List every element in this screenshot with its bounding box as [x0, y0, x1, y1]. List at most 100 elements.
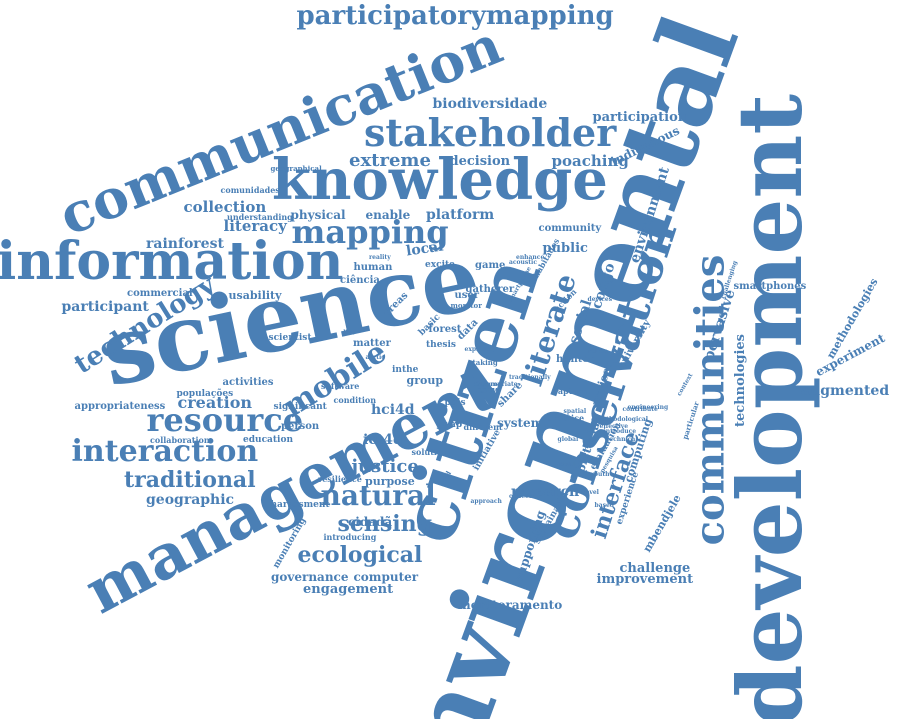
word-57: mbendjele [640, 491, 684, 555]
word-17: natural [320, 479, 436, 512]
word-149: based [594, 502, 614, 509]
word-7: information [0, 231, 344, 292]
word-65: cidadã [348, 515, 393, 529]
word-91: understanding [227, 212, 293, 222]
word-131: approach [470, 498, 502, 505]
word-93: geographical [270, 163, 322, 173]
word-101: cscw [476, 385, 500, 396]
word-54: computer [353, 570, 419, 584]
word-30: rainforest [146, 236, 224, 252]
word-15: interaction [71, 434, 259, 469]
word-117: enhance [516, 254, 545, 261]
word-106: capture [553, 386, 588, 396]
word-97: resilience [318, 474, 362, 484]
word-94: matter [353, 338, 391, 349]
word-14: resource [146, 401, 304, 439]
word-53: engagement [303, 581, 394, 597]
word-112: thesis [426, 339, 456, 350]
word-22: traditional [124, 467, 256, 493]
word-142: extrema [473, 381, 501, 388]
word-102: different [463, 422, 503, 432]
word-36: enable [365, 208, 411, 222]
word-6: knowledge [272, 147, 608, 213]
word-105: practice [547, 413, 585, 423]
word-98: solution [411, 447, 449, 457]
word-67: usability [228, 288, 282, 302]
word-148: novel [581, 489, 599, 496]
word-113: inthe [392, 364, 419, 375]
word-145: youth [590, 471, 610, 478]
word-121: methodological [596, 416, 649, 423]
word-123: explicitly [464, 346, 496, 353]
word-87: populações [176, 388, 234, 399]
word-79: forest [428, 324, 462, 335]
word-144: global [557, 436, 579, 443]
word-127: taking [472, 357, 498, 367]
word-55: governance [271, 570, 349, 584]
word-69: activities [222, 377, 274, 388]
word-44: research [511, 484, 580, 500]
word-143: spatial [563, 408, 587, 415]
word-108: gatherer [465, 284, 515, 295]
word-56: monitoramento [458, 598, 563, 612]
word-75: community [538, 223, 602, 234]
word-10: stakeholder [364, 110, 617, 155]
word-130: collect [509, 493, 532, 500]
word-82: harassment [270, 499, 330, 510]
word-28: collection [183, 197, 267, 216]
word-137: effective [599, 423, 629, 430]
word-135: introduce [603, 428, 637, 435]
word-29: literacy [223, 216, 287, 235]
word-18: ecological [297, 542, 423, 568]
word-99: gwap [436, 419, 463, 430]
word-100: pgis [444, 397, 466, 408]
word-20: justice [351, 456, 419, 477]
word-139: traditionally [509, 374, 551, 381]
word-34: platform [426, 207, 495, 223]
word-74: ciência [340, 275, 380, 286]
word-136: engineering [627, 404, 669, 411]
word-66: purpose [365, 474, 415, 488]
word-31: participant [61, 299, 149, 315]
word-45: technologies [732, 333, 748, 427]
word-90: scientist [268, 332, 312, 343]
word-140: acoustic [509, 259, 537, 266]
word-84: introducing [323, 532, 377, 542]
word-26: poaching [551, 151, 629, 170]
word-96: software [321, 381, 360, 391]
word-37: public [542, 240, 588, 256]
word-125: way [343, 328, 357, 335]
word-51: challenge [619, 560, 691, 576]
word-95: condition [333, 395, 377, 405]
word-88: person [281, 421, 320, 432]
word-72: collaboration [150, 435, 210, 445]
word-147: relate [588, 348, 608, 355]
word-73: human [353, 262, 393, 273]
word-77: hunter [556, 354, 595, 365]
word-115: excite [425, 259, 455, 270]
word-128: monitor [450, 300, 482, 310]
word-63: ict4d [363, 432, 403, 448]
word-109: user [454, 290, 480, 301]
word-24: extreme [349, 150, 431, 171]
word-25: biodiversidade [432, 96, 548, 112]
word-78: group [406, 373, 444, 387]
word-92: comunidades [220, 185, 280, 195]
word-52: improvement [596, 571, 694, 587]
word-116: reality [369, 254, 391, 261]
word-71: education [243, 434, 293, 445]
word-89: significant [273, 401, 327, 412]
word-33: geographic [146, 492, 235, 508]
word-62: system [497, 416, 544, 430]
word-126: arctic [365, 354, 385, 361]
word-107: game [475, 260, 506, 271]
word-47: augmented [801, 383, 890, 399]
word-50: smartphones [733, 281, 807, 292]
word-146: visual [555, 461, 575, 468]
word-133: contribute [622, 406, 658, 413]
word-27: decision [449, 153, 511, 169]
word-35: physical [290, 208, 346, 222]
word-19: sensing [337, 511, 433, 537]
word-43: participation [592, 109, 688, 125]
